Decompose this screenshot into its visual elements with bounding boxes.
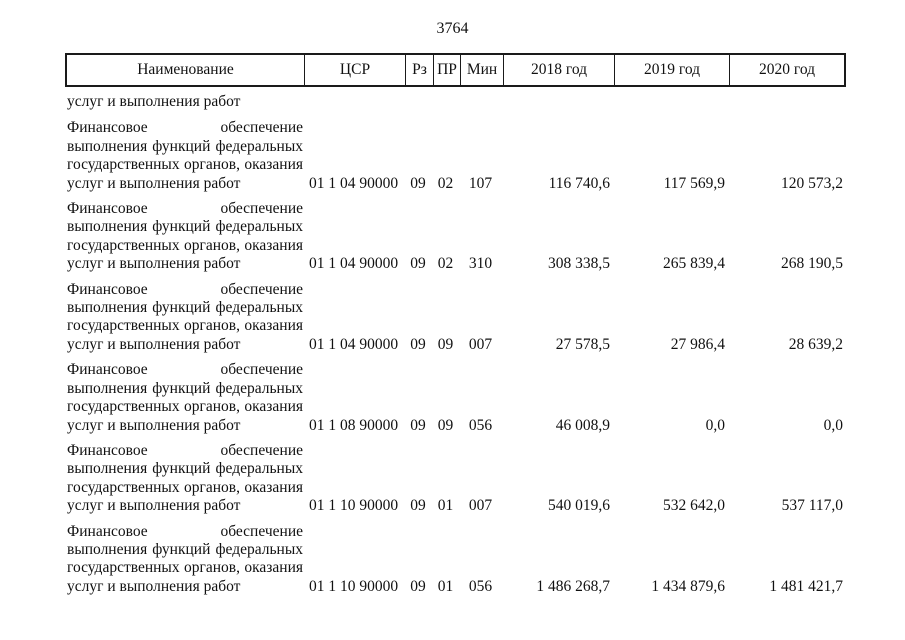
row-name-line: Финансовое обеспечение	[67, 200, 303, 218]
row-min: 056	[468, 416, 493, 434]
row-rz: 09	[410, 577, 426, 595]
row-2018: 46 008,9	[555, 416, 610, 434]
table-row: Финансовое обеспечение выполнения функций…	[65, 200, 846, 274]
table-row: Финансовое обеспечение выполнения функций…	[65, 361, 846, 435]
row-name-cell: Финансовое обеспечение выполнения функций…	[65, 442, 303, 516]
row-name-line: Финансовое обеспечение	[67, 441, 303, 459]
row-name-line: услуг и выполнения работ	[67, 416, 241, 434]
row-2018: 540 019,6	[548, 497, 610, 515]
row-name-line: выполнения функций федеральных	[67, 540, 303, 558]
row-pr: 01	[437, 497, 454, 515]
carryover-text: услуг и выполнения работ	[67, 93, 241, 110]
row-min: 007	[468, 497, 493, 515]
row-name-cell: Финансовое обеспечение выполнения функций…	[65, 200, 303, 274]
row-name-cell: Финансовое обеспечение выполнения функций…	[65, 523, 303, 597]
table-row: Финансовое обеспечение выполнения функций…	[65, 442, 846, 516]
row-rz: 09	[410, 497, 426, 515]
row-2020: 0,0	[823, 416, 843, 434]
column-header-2020: 2020 год	[758, 60, 816, 78]
row-name-line: выполнения функций федеральных	[67, 218, 303, 236]
row-name-line: выполнения функций федеральных	[67, 460, 303, 478]
row-2019: 0,0	[705, 416, 725, 434]
row-2019: 532 642,0	[663, 497, 725, 515]
row-csr: 01 1 10 90000	[308, 577, 399, 595]
row-name-cell: Финансовое обеспечение выполнения функций…	[65, 281, 303, 355]
row-name-line: государственных органов, оказания	[67, 317, 303, 335]
row-name-line: услуг и выполнения работ	[67, 335, 241, 353]
table-row: Финансовое обеспечение выполнения функций…	[65, 523, 846, 597]
row-pr: 09	[437, 335, 454, 353]
row-2019: 27 986,4	[670, 335, 725, 353]
row-min: 007	[468, 335, 493, 353]
row-name-line: государственных органов, оказания	[67, 156, 303, 174]
column-header-2018: 2018 год	[504, 55, 615, 85]
column-header-2019: 2019 год	[615, 55, 730, 85]
row-name-cell: Финансовое обеспечение выполнения функций…	[65, 361, 303, 435]
row-name-cell: Финансовое обеспечение выполнения функций…	[65, 119, 303, 193]
column-header-csr: ЦСР	[305, 55, 406, 85]
row-name-line: услуг и выполнения работ	[67, 497, 241, 515]
row-pr: 01	[437, 577, 454, 595]
row-csr: 01 1 08 90000	[308, 416, 399, 434]
row-name-line: государственных органов, оказания	[67, 478, 303, 496]
row-pr: 02	[437, 255, 454, 273]
row-2020: 1 481 421,7	[769, 577, 843, 595]
row-name-line: государственных органов, оказания	[67, 398, 303, 416]
row-2019: 265 839,4	[663, 255, 725, 273]
row-2018: 308 338,5	[548, 255, 610, 273]
table-body: Финансовое обеспечение выполнения функций…	[65, 119, 846, 596]
row-min: 056	[468, 577, 493, 595]
row-2020: 537 117,0	[781, 497, 843, 515]
table-row: Финансовое обеспечение выполнения функций…	[65, 119, 846, 193]
row-2020: 268 190,5	[781, 255, 843, 273]
row-name-line: Финансовое обеспечение	[67, 119, 303, 137]
row-name-line: услуг и выполнения работ	[67, 174, 241, 192]
row-name-line: услуг и выполнения работ	[67, 255, 241, 273]
row-2018: 27 578,5	[555, 335, 610, 353]
row-pr: 09	[437, 416, 454, 434]
row-2018: 116 740,6	[548, 174, 610, 192]
row-name-line: Финансовое обеспечение	[67, 522, 303, 540]
column-header-rz: Рз	[406, 55, 434, 85]
row-2020: 28 639,2	[788, 335, 843, 353]
row-csr: 01 1 04 90000	[308, 174, 399, 192]
row-csr: 01 1 04 90000	[308, 255, 399, 273]
row-pr: 02	[437, 174, 454, 192]
row-2019: 1 434 879,6	[651, 577, 725, 595]
row-rz: 09	[410, 255, 426, 273]
table-header: Наименование ЦСР Рз ПР Мин 2018 год 2019…	[65, 53, 846, 87]
row-name-line: государственных органов, оказания	[67, 236, 303, 254]
row-2019: 117 569,9	[663, 174, 725, 192]
column-header-name: Наименование	[67, 55, 305, 85]
page-number: 3764	[436, 20, 469, 37]
row-rz: 09	[410, 416, 426, 434]
row-csr: 01 1 04 90000	[308, 335, 399, 353]
row-name-line: государственных органов, оказания	[67, 559, 303, 577]
budget-table: Наименование ЦСР Рз ПР Мин 2018 год 2019…	[65, 53, 846, 596]
row-name-line: выполнения функций федеральных	[67, 299, 303, 317]
row-name-line: выполнения функций федеральных	[67, 379, 303, 397]
column-header-pr: ПР	[434, 55, 461, 85]
row-name-line: Финансовое обеспечение	[67, 280, 303, 298]
row-name-line: Финансовое обеспечение	[67, 361, 303, 379]
row-rz: 09	[410, 174, 426, 192]
column-header-min: Мин	[461, 55, 504, 85]
row-min: 310	[468, 255, 493, 273]
row-rz: 09	[410, 335, 426, 353]
row-min: 107	[468, 174, 493, 192]
table-row: Финансовое обеспечение выполнения функций…	[65, 281, 846, 355]
row-2020: 120 573,2	[781, 174, 843, 192]
row-2018: 1 486 268,7	[536, 577, 610, 595]
row-name-line: выполнения функций федеральных	[67, 137, 303, 155]
row-name-line: услуг и выполнения работ	[67, 577, 241, 595]
row-csr: 01 1 10 90000	[308, 497, 399, 515]
